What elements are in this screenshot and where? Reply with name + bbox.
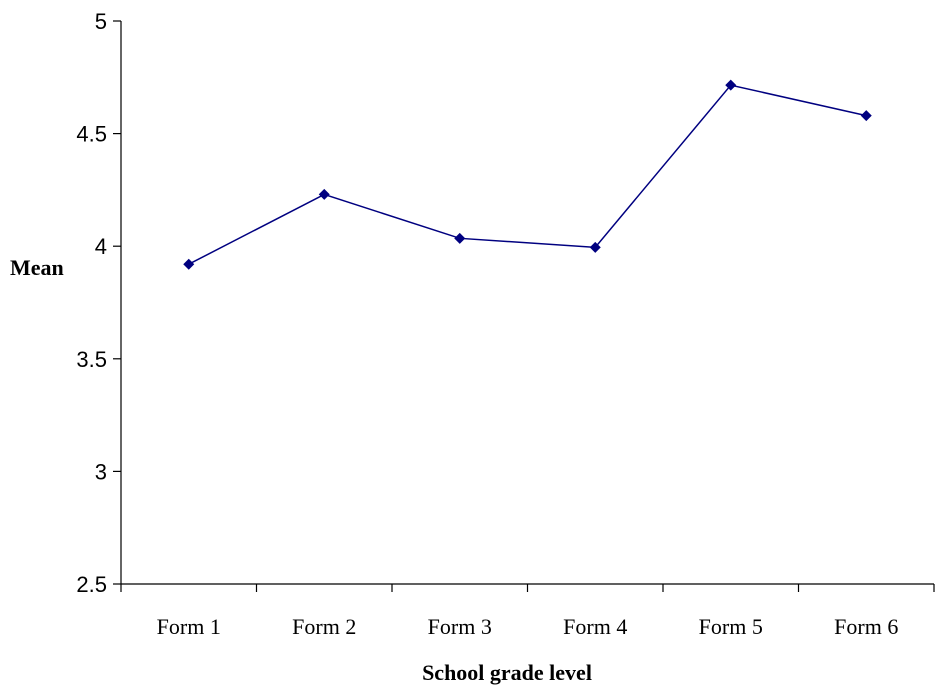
x-tick-label: Form 3	[428, 614, 492, 639]
data-point-marker	[183, 258, 195, 270]
series-line	[188, 84, 867, 265]
x-axis-ticks: Form 1 Form 2 Form 3 Form 4 Form 5 Form 6	[120, 584, 935, 639]
series-group	[183, 79, 872, 270]
x-tick-label: Form 6	[834, 614, 898, 639]
data-point-marker	[589, 241, 601, 253]
x-tick-label: Form 5	[699, 614, 763, 639]
y-tick-label: 4	[95, 234, 107, 259]
x-axis-title: School grade level	[422, 660, 592, 685]
x-tick-label: Form 1	[157, 614, 221, 639]
data-point-marker	[725, 79, 737, 91]
y-tick-label: 3	[95, 459, 107, 484]
y-axis-ticks: 2.5 3 3.5 4 4.5 5	[76, 9, 121, 597]
y-tick-label: 2.5	[76, 572, 107, 597]
data-point-marker	[860, 110, 872, 122]
y-tick-label: 4.5	[76, 122, 107, 147]
y-tick-label: 3.5	[76, 347, 107, 372]
data-point-marker	[318, 188, 330, 200]
x-tick-label: Form 2	[292, 614, 356, 639]
x-tick-label: Form 4	[563, 614, 627, 639]
y-axis-title: Mean	[10, 255, 64, 280]
y-tick-label: 5	[95, 9, 107, 34]
data-point-marker	[454, 232, 466, 244]
